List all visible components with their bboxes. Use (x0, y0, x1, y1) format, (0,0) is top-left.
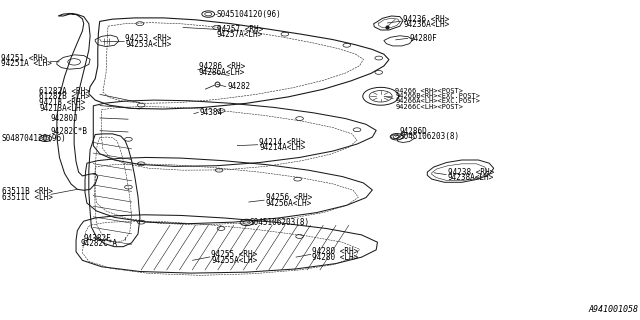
Text: 94280J: 94280J (51, 114, 78, 123)
Text: 94213A<LH>: 94213A<LH> (39, 104, 85, 113)
Text: 94236 <RH>: 94236 <RH> (403, 15, 449, 24)
Text: 94253A<LH>: 94253A<LH> (125, 40, 172, 49)
Text: 94257A<LH>: 94257A<LH> (216, 30, 263, 39)
Text: 94280 <LH>: 94280 <LH> (312, 253, 358, 262)
Text: 94238 <RH>: 94238 <RH> (448, 168, 494, 177)
Text: 94280 <RH>: 94280 <RH> (312, 247, 358, 256)
Text: 63511B <RH>: 63511B <RH> (2, 188, 53, 196)
Text: 94253 <RH>: 94253 <RH> (125, 35, 172, 44)
Text: 94213 <RH>: 94213 <RH> (39, 98, 85, 107)
Text: 94382F: 94382F (84, 234, 111, 243)
Text: 94280F: 94280F (410, 35, 437, 44)
Text: S045104120(96): S045104120(96) (216, 10, 282, 19)
Text: 61282B <LH>: 61282B <LH> (39, 92, 90, 101)
Text: 63511C <LH>: 63511C <LH> (2, 193, 53, 202)
Text: 94286D: 94286D (400, 127, 428, 136)
Text: S045106203(8): S045106203(8) (400, 132, 460, 141)
Text: 94251 <RH>: 94251 <RH> (1, 53, 47, 62)
Text: 94282C*B: 94282C*B (51, 127, 88, 136)
Text: 94266 <RH><POST>: 94266 <RH><POST> (396, 88, 463, 93)
Text: S045106203(8): S045106203(8) (250, 218, 310, 227)
Text: 94282: 94282 (227, 82, 250, 91)
Text: 94384: 94384 (200, 108, 223, 117)
Text: 94256A<LH>: 94256A<LH> (266, 198, 312, 207)
Text: 94282C*A: 94282C*A (81, 239, 118, 248)
Text: 94257 <RH>: 94257 <RH> (216, 25, 263, 34)
Text: 94266B<RH><EXC.POST>: 94266B<RH><EXC.POST> (396, 93, 481, 99)
Text: 61282A <RH>: 61282A <RH> (39, 87, 90, 96)
Text: 94255A<LH>: 94255A<LH> (211, 256, 258, 265)
Text: 94214A<LH>: 94214A<LH> (259, 143, 305, 152)
Text: 94266A<LH><EXC.POST>: 94266A<LH><EXC.POST> (396, 98, 481, 104)
Text: 94256 <RH>: 94256 <RH> (266, 193, 312, 202)
Text: A941001058: A941001058 (588, 305, 638, 314)
Text: 94214 <RH>: 94214 <RH> (259, 138, 305, 147)
Text: 94236A<LH>: 94236A<LH> (403, 20, 449, 29)
Text: 94286 <RH>: 94286 <RH> (198, 62, 245, 71)
Text: 94286A<LH>: 94286A<LH> (198, 68, 245, 76)
Text: 94238A<LH>: 94238A<LH> (448, 173, 494, 182)
Text: 94266C<LH><POST>: 94266C<LH><POST> (396, 104, 463, 110)
Text: S048704120(96): S048704120(96) (2, 134, 67, 143)
Text: 94251A <LH>: 94251A <LH> (1, 59, 52, 68)
Text: 94255 <RH>: 94255 <RH> (211, 251, 258, 260)
